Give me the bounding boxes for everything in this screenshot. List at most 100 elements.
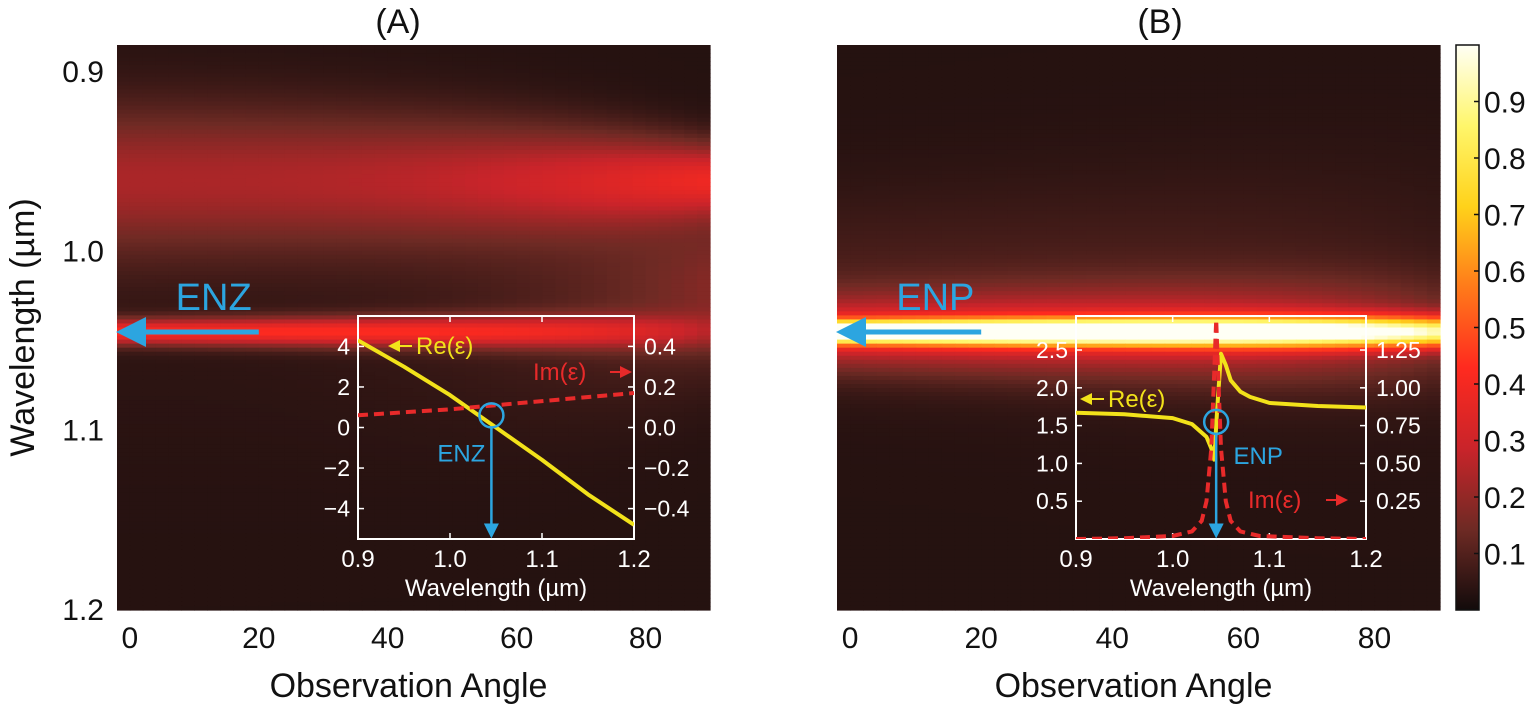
heatmap-cell	[400, 396, 415, 401]
heatmap-cell	[516, 472, 531, 478]
heatmap-cell	[323, 319, 337, 325]
heatmap-cell	[606, 319, 621, 325]
heatmap-cell	[374, 400, 389, 405]
heatmap-cell	[168, 416, 183, 421]
heatmap-cell	[426, 375, 440, 381]
heatmap-cell	[542, 65, 556, 70]
heatmap-cell	[452, 81, 466, 86]
heatmap-cell	[181, 202, 195, 208]
heatmap-cell	[413, 448, 427, 454]
heatmap-cell	[207, 89, 221, 95]
heatmap-cell	[400, 202, 415, 208]
heatmap-cell	[387, 464, 402, 470]
heatmap-cell	[220, 468, 234, 474]
heatmap-cell	[606, 388, 621, 393]
heatmap-cell	[529, 420, 544, 425]
heatmap-cell	[400, 137, 415, 143]
heatmap-cell	[490, 456, 505, 462]
heatmap-cell	[284, 392, 299, 397]
heatmap-cell	[168, 186, 183, 191]
heatmap-cell	[542, 388, 556, 393]
heatmap-cell	[387, 456, 402, 462]
heatmap-cell	[310, 460, 324, 466]
heatmap-cell	[452, 226, 466, 232]
heatmap-cell	[529, 311, 544, 316]
heatmap-cell	[220, 158, 234, 163]
heatmap-cell	[516, 166, 531, 171]
heatmap-cell	[168, 283, 183, 288]
heatmap-cell	[181, 275, 195, 280]
heatmap-cell	[233, 214, 247, 220]
heatmap-cell	[606, 81, 621, 86]
heatmap-cell	[619, 323, 634, 329]
heatmap-cell	[220, 444, 234, 450]
heatmap-cell	[658, 262, 672, 268]
heatmap-cell	[361, 61, 376, 66]
heatmap-cell	[606, 182, 621, 187]
heatmap-cell	[581, 392, 595, 397]
heatmap-cell	[361, 396, 376, 401]
heatmap-cell	[632, 101, 647, 107]
heatmap-cell	[258, 170, 273, 175]
heatmap-cell	[258, 190, 273, 195]
heatmap-cell	[697, 375, 711, 381]
heatmap-cell	[233, 194, 247, 199]
heatmap-cell	[490, 214, 505, 220]
heatmap-cell	[452, 396, 466, 401]
heatmap-cell	[323, 388, 337, 393]
heatmap-cell	[117, 190, 131, 195]
heatmap-cell	[117, 129, 131, 135]
heatmap-cell	[439, 214, 453, 220]
heatmap-cell	[284, 182, 299, 187]
heatmap-cell	[361, 109, 376, 115]
heatmap-cell	[349, 53, 363, 58]
heatmap-cell	[593, 351, 608, 357]
heatmap-cell	[477, 137, 492, 143]
heatmap-cell	[400, 416, 415, 421]
heatmap-cell	[181, 69, 195, 74]
heatmap-cell	[220, 234, 234, 240]
heatmap-cell	[555, 218, 569, 224]
heatmap-cell	[426, 45, 440, 50]
heatmap-cell	[593, 238, 608, 244]
heatmap-cell	[658, 153, 672, 159]
heatmap-cell	[555, 444, 569, 450]
heatmap-cell	[619, 319, 634, 325]
heatmap-cell	[529, 85, 544, 90]
heatmap-cell	[387, 315, 402, 321]
heatmap-cell	[181, 412, 195, 417]
heatmap-cell	[439, 73, 453, 78]
heatmap-cell	[336, 158, 350, 163]
heatmap-cell	[284, 266, 299, 272]
heatmap-cell	[245, 396, 260, 401]
heatmap-cell	[155, 162, 170, 167]
heatmap-cell	[142, 432, 157, 438]
heatmap-cell	[374, 343, 389, 349]
heatmap-cell	[477, 230, 492, 236]
heatmap-cell	[207, 250, 221, 256]
heatmap-cell	[645, 230, 660, 236]
heatmap-cell	[529, 226, 544, 232]
heatmap-cell	[129, 379, 144, 385]
heatmap-cell	[310, 113, 324, 119]
heatmap-cell	[220, 182, 234, 187]
heatmap-cell	[258, 101, 273, 107]
heatmap-cell	[568, 73, 582, 78]
heatmap-cell	[284, 279, 299, 284]
heatmap-cell	[336, 53, 350, 58]
heatmap-cell	[671, 113, 685, 119]
heatmap-cell	[465, 73, 479, 78]
heatmap-cell	[645, 250, 660, 256]
heatmap-cell	[568, 81, 582, 86]
heatmap-cell	[645, 242, 660, 248]
heatmap-cell	[426, 218, 440, 224]
heatmap-cell	[142, 77, 157, 82]
heatmap-cell	[207, 303, 221, 308]
heatmap-cell	[477, 125, 492, 131]
heatmap-cell	[181, 351, 195, 357]
heatmap-cell	[207, 371, 221, 377]
heatmap-cell	[271, 444, 286, 450]
heatmap-cell	[593, 149, 608, 155]
heatmap-cell	[181, 299, 195, 304]
heatmap-cell	[581, 432, 595, 438]
